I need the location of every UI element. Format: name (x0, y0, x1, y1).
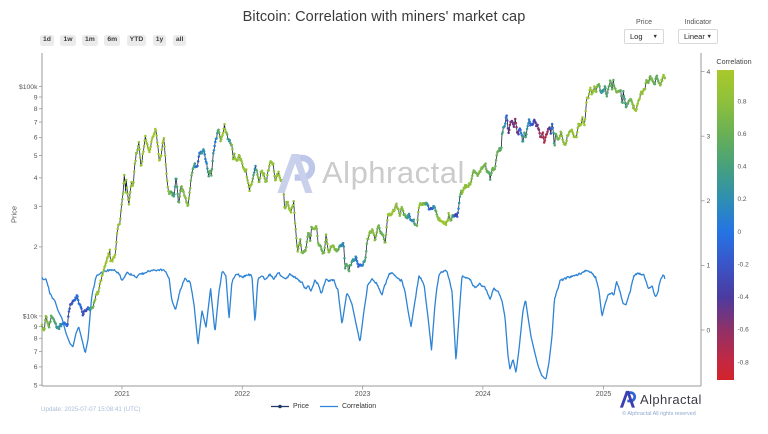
range-button-1m[interactable]: 1m (82, 35, 98, 46)
svg-text:8: 8 (34, 336, 38, 343)
range-button-1d[interactable]: 1d (40, 35, 54, 46)
range-button-ytd[interactable]: YTD (126, 35, 147, 46)
update-timestamp: Update: 2025-07-07 15:08:41 (UTC) (41, 406, 141, 413)
svg-text:5: 5 (34, 153, 38, 160)
svg-text:-0.6: -0.6 (738, 327, 750, 334)
svg-text:2024: 2024 (475, 391, 491, 398)
svg-text:2021: 2021 (114, 391, 130, 398)
svg-text:0.6: 0.6 (738, 131, 747, 138)
svg-text:1: 1 (707, 263, 711, 270)
indicator-scale-value: Linear (684, 32, 705, 41)
colorbar-ticks: 0.8 0.6 0.4 0.2 0 -0.2 -0.4 -0.6 -0.8 (738, 98, 750, 366)
colorbar (717, 70, 734, 380)
copyright-text: © Alphractal All rights reserved (622, 411, 696, 417)
svg-text:4: 4 (707, 69, 711, 76)
svg-text:6: 6 (34, 364, 38, 371)
price-legend-label: Price (293, 403, 309, 410)
svg-text:6: 6 (34, 135, 38, 142)
price-dropdown-label: Price (636, 19, 652, 26)
price-line (41, 74, 666, 331)
svg-text:0: 0 (738, 229, 742, 236)
indicator-scale-control: Indicator Linear ▼ (678, 19, 718, 44)
chevron-down-icon: ▼ (706, 33, 712, 40)
price-scale-value: Log (630, 32, 643, 41)
range-button-1w[interactable]: 1w (60, 35, 76, 46)
legend-item-price[interactable]: Price (271, 403, 309, 410)
svg-text:2: 2 (707, 198, 711, 205)
svg-text:0.4: 0.4 (738, 164, 747, 171)
alphractal-logo-icon (619, 390, 637, 408)
price-points (40, 73, 667, 332)
svg-text:$100k: $100k (19, 84, 38, 91)
svg-text:3: 3 (707, 134, 711, 141)
price-scale-control: Price Log ▼ (624, 19, 664, 44)
svg-text:0: 0 (707, 327, 711, 334)
svg-text:3: 3 (34, 204, 38, 211)
chevron-down-icon: ▼ (652, 33, 658, 40)
svg-text:-0.4: -0.4 (738, 294, 750, 301)
range-buttons: 1d 1w 1m 6m YTD 1y all (40, 35, 187, 46)
range-button-1y[interactable]: 1y (152, 35, 167, 46)
range-button-all[interactable]: all (172, 35, 187, 46)
svg-text:0.2: 0.2 (738, 196, 747, 203)
range-button-6m[interactable]: 6m (104, 35, 121, 46)
price-scale-select[interactable]: Log ▼ (624, 29, 664, 44)
svg-text:9: 9 (34, 94, 38, 101)
page-title: Bitcoin: Correlation with miners' market… (242, 9, 526, 25)
correlation-legend-marker-icon (319, 405, 338, 408)
svg-text:4: 4 (34, 175, 38, 182)
correlation-line (41, 268, 666, 380)
svg-text:8: 8 (34, 106, 38, 113)
svg-text:-0.8: -0.8 (738, 359, 750, 366)
svg-text:9: 9 (34, 324, 38, 331)
indicator-dropdown-label: Indicator (684, 19, 712, 26)
indicator-scale-select[interactable]: Linear ▼ (678, 29, 718, 44)
svg-text:2022: 2022 (235, 391, 251, 398)
svg-text:2: 2 (34, 244, 38, 251)
svg-text:7: 7 (34, 119, 38, 126)
correlation-legend-label: Correlation (341, 403, 377, 410)
legend: Price Correlation (271, 403, 376, 410)
svg-text:0.8: 0.8 (738, 98, 747, 105)
brand-name: Alphractal (640, 391, 702, 407)
svg-text:7: 7 (34, 349, 38, 356)
svg-text:$10k: $10k (23, 313, 38, 320)
price-axis-title: Price (9, 205, 19, 224)
svg-text:2023: 2023 (355, 391, 371, 398)
svg-text:-0.2: -0.2 (738, 261, 750, 268)
colorbar-title: Correlation (716, 57, 752, 66)
svg-text:2025: 2025 (596, 391, 612, 398)
svg-text:5: 5 (34, 382, 38, 389)
legend-item-correlation[interactable]: Correlation (319, 403, 377, 410)
price-legend-marker-icon (271, 404, 289, 409)
brand-logo: Alphractal (617, 390, 702, 408)
